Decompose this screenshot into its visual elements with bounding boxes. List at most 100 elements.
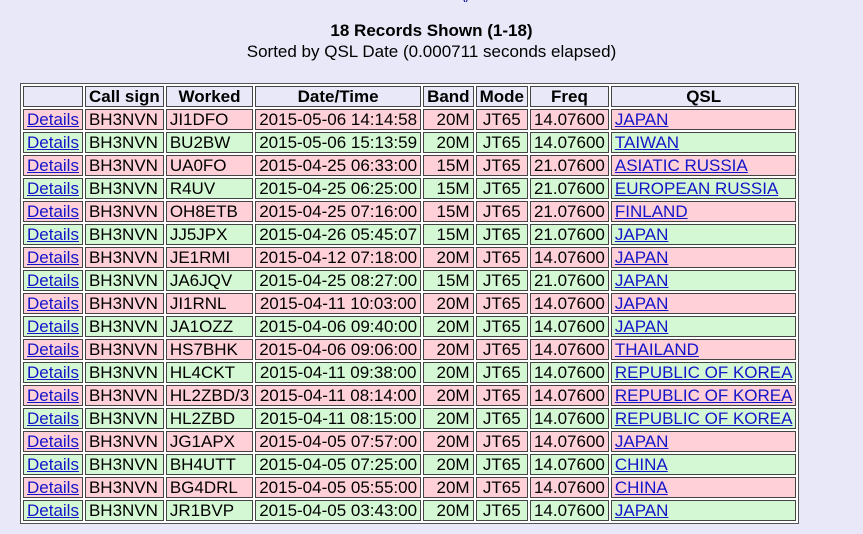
date-time-cell: 2015-04-11 09:38:00 bbox=[255, 362, 422, 383]
qsl-country-cell: FINLAND bbox=[610, 201, 797, 222]
qsl-country-link[interactable]: JAPAN bbox=[614, 110, 669, 129]
qsl-country-link[interactable]: CHINA bbox=[614, 478, 668, 497]
worked-cell: JG1APX bbox=[165, 431, 254, 452]
mode-cell: JT65 bbox=[475, 270, 528, 291]
call-sign-cell: BH3NVN bbox=[84, 201, 164, 222]
qsl-country-link[interactable]: JAPAN bbox=[614, 248, 669, 267]
call-sign-cell: BH3NVN bbox=[84, 132, 164, 153]
table-header-row: Call sign Worked Date/Time Band Mode Fre… bbox=[23, 86, 797, 107]
details-link[interactable]: Details bbox=[27, 110, 79, 129]
freq-cell: 21.07600 bbox=[529, 224, 609, 245]
table-row: Details BH3NVN JI1RNL 2015-04-11 10:03:00 20… bbox=[23, 293, 797, 314]
qsl-country-link[interactable]: TAIWAN bbox=[614, 133, 680, 152]
details-link[interactable]: Details bbox=[27, 409, 79, 428]
qsl-country-link[interactable]: EUROPEAN RUSSIA bbox=[614, 179, 779, 198]
table-row: Details BH3NVN R4UV 2015-04-25 06:25:00 15M J… bbox=[23, 178, 797, 199]
details-cell: Details bbox=[23, 201, 83, 222]
details-link[interactable]: Details bbox=[27, 317, 79, 336]
qsl-country-link[interactable]: JAPAN bbox=[614, 501, 669, 520]
qsl-country-cell: REPUBLIC OF KOREA bbox=[610, 408, 797, 429]
date-time-cell: 2015-04-05 07:25:00 bbox=[255, 454, 422, 475]
details-cell: Details bbox=[23, 454, 83, 475]
qsl-country-link[interactable]: REPUBLIC OF KOREA bbox=[614, 409, 793, 428]
qsl-country-link[interactable]: JAPAN bbox=[614, 294, 669, 313]
qsl-country-link[interactable]: JAPAN bbox=[614, 317, 669, 336]
call-sign-cell: BH3NVN bbox=[84, 431, 164, 452]
date-time-cell: 2015-05-06 14:14:58 bbox=[255, 109, 422, 130]
call-sign-cell: BH3NVN bbox=[84, 454, 164, 475]
details-link[interactable]: Details bbox=[27, 386, 79, 405]
details-link[interactable]: Details bbox=[27, 248, 79, 267]
freq-cell: 14.07600 bbox=[529, 454, 609, 475]
freq-cell: 14.07600 bbox=[529, 109, 609, 130]
mode-cell: JT65 bbox=[475, 293, 528, 314]
details-link[interactable]: Details bbox=[27, 156, 79, 175]
qsl-country-link[interactable]: THAILAND bbox=[614, 340, 699, 359]
call-sign-cell: BH3NVN bbox=[84, 339, 164, 360]
column-header-worked: Worked bbox=[165, 86, 254, 107]
call-sign-cell: BH3NVN bbox=[84, 385, 164, 406]
qsl-country-cell: JAPAN bbox=[610, 109, 797, 130]
details-link[interactable]: Details bbox=[27, 133, 79, 152]
date-time-cell: 2015-04-06 09:06:00 bbox=[255, 339, 422, 360]
freq-cell: 14.07600 bbox=[529, 477, 609, 498]
details-link[interactable]: Details bbox=[27, 340, 79, 359]
details-cell: Details bbox=[23, 408, 83, 429]
qsl-country-cell: JAPAN bbox=[610, 270, 797, 291]
details-cell: Details bbox=[23, 500, 83, 521]
details-link[interactable]: Details bbox=[27, 501, 79, 520]
freq-cell: 14.07600 bbox=[529, 500, 609, 521]
details-link[interactable]: Details bbox=[27, 478, 79, 497]
freq-cell: 14.07600 bbox=[529, 408, 609, 429]
column-header-date-time: Date/Time bbox=[255, 86, 422, 107]
details-link[interactable]: Details bbox=[27, 455, 79, 474]
details-link[interactable]: Details bbox=[27, 225, 79, 244]
cut-off-heading-fragment: y bbox=[462, 0, 476, 2]
band-cell: 20M bbox=[423, 362, 474, 383]
call-sign-cell: BH3NVN bbox=[84, 477, 164, 498]
details-cell: Details bbox=[23, 270, 83, 291]
details-link[interactable]: Details bbox=[27, 363, 79, 382]
band-cell: 20M bbox=[423, 431, 474, 452]
qsl-country-link[interactable]: REPUBLIC OF KOREA bbox=[614, 363, 793, 382]
qsl-country-link[interactable]: FINLAND bbox=[614, 202, 688, 221]
qsl-country-cell: CHINA bbox=[610, 454, 797, 475]
table-row: Details BH3NVN BH4UTT 2015-04-05 07:25:00 20… bbox=[23, 454, 797, 475]
qsl-country-link[interactable]: REPUBLIC OF KOREA bbox=[614, 386, 793, 405]
worked-cell: BU2BW bbox=[165, 132, 254, 153]
qsl-country-link[interactable]: CHINA bbox=[614, 455, 668, 474]
details-link[interactable]: Details bbox=[27, 202, 79, 221]
details-link[interactable]: Details bbox=[27, 432, 79, 451]
qsl-country-link[interactable]: JAPAN bbox=[614, 432, 669, 451]
mode-cell: JT65 bbox=[475, 339, 528, 360]
freq-cell: 14.07600 bbox=[529, 339, 609, 360]
column-header-call-sign: Call sign bbox=[84, 86, 164, 107]
call-sign-cell: BH3NVN bbox=[84, 500, 164, 521]
qsl-country-cell: TAIWAN bbox=[610, 132, 797, 153]
details-cell: Details bbox=[23, 178, 83, 199]
details-cell: Details bbox=[23, 339, 83, 360]
details-cell: Details bbox=[23, 477, 83, 498]
details-link[interactable]: Details bbox=[27, 294, 79, 313]
date-time-cell: 2015-04-12 07:18:00 bbox=[255, 247, 422, 268]
mode-cell: JT65 bbox=[475, 109, 528, 130]
mode-cell: JT65 bbox=[475, 224, 528, 245]
call-sign-cell: BH3NVN bbox=[84, 224, 164, 245]
freq-cell: 21.07600 bbox=[529, 201, 609, 222]
qsl-country-cell: JAPAN bbox=[610, 293, 797, 314]
details-link[interactable]: Details bbox=[27, 179, 79, 198]
qsl-country-cell: JAPAN bbox=[610, 224, 797, 245]
qsl-country-link[interactable]: JAPAN bbox=[614, 271, 669, 290]
details-link[interactable]: Details bbox=[27, 271, 79, 290]
table-row: Details BH3NVN HL2ZBD/3 2015-04-11 08:14:00… bbox=[23, 385, 797, 406]
mode-cell: JT65 bbox=[475, 477, 528, 498]
worked-cell: OH8ETB bbox=[165, 201, 254, 222]
qsl-country-link[interactable]: ASIATIC RUSSIA bbox=[614, 156, 748, 175]
column-header-qsl: QSL bbox=[610, 86, 797, 107]
worked-cell: BH4UTT bbox=[165, 454, 254, 475]
details-cell: Details bbox=[23, 362, 83, 383]
table-row: Details BH3NVN JG1APX 2015-04-05 07:57:00 20… bbox=[23, 431, 797, 452]
band-cell: 15M bbox=[423, 201, 474, 222]
qsl-country-link[interactable]: JAPAN bbox=[614, 225, 669, 244]
date-time-cell: 2015-05-06 15:13:59 bbox=[255, 132, 422, 153]
